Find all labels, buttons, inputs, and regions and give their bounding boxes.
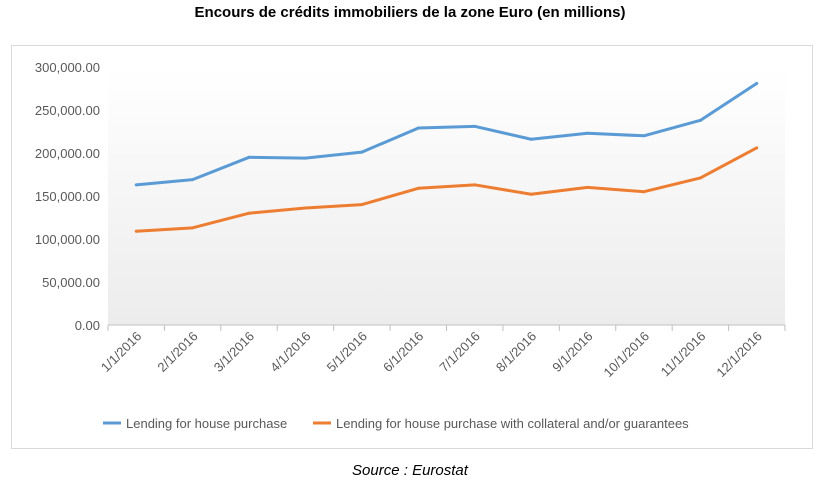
data-point <box>529 192 533 196</box>
y-tick-label: 100,000.00 <box>35 232 100 247</box>
y-tick-label: 250,000.00 <box>35 103 100 118</box>
data-point <box>473 183 477 187</box>
source-note: Source : Eurostat <box>352 462 468 479</box>
y-tick-label: 0.00 <box>75 318 100 333</box>
data-point <box>360 203 364 207</box>
x-tick-label: 7/1/2016 <box>436 329 482 375</box>
data-point <box>586 185 590 189</box>
legend-label: Lending for house purchase <box>126 416 287 431</box>
x-tick-label: 6/1/2016 <box>380 329 426 375</box>
series-line-0 <box>136 82 758 187</box>
x-tick-label: 9/1/2016 <box>549 329 595 375</box>
x-tick-label: 4/1/2016 <box>267 329 313 375</box>
x-tick-label: 12/1/2016 <box>713 329 765 381</box>
data-point <box>416 186 420 190</box>
x-tick-label: 11/1/2016 <box>658 329 709 380</box>
chart-area <box>11 45 813 449</box>
y-tick-label: 150,000.00 <box>35 189 100 204</box>
data-point <box>755 81 759 85</box>
data-point <box>473 124 477 128</box>
data-point <box>698 118 702 122</box>
legend-label: Lending for house purchase with collater… <box>336 416 689 431</box>
data-point <box>529 137 533 141</box>
data-point <box>642 190 646 194</box>
data-point <box>642 134 646 138</box>
data-point <box>360 150 364 154</box>
data-point <box>698 176 702 180</box>
data-point <box>586 131 590 135</box>
data-point <box>247 211 251 215</box>
x-tick-label: 2/1/2016 <box>154 329 200 375</box>
data-point <box>134 229 138 233</box>
y-tick-label: 50,000.00 <box>42 275 100 290</box>
data-point <box>191 226 195 230</box>
data-point <box>247 155 251 159</box>
data-point <box>191 178 195 182</box>
data-point <box>303 206 307 210</box>
series-line-1 <box>136 146 758 233</box>
data-point <box>303 156 307 160</box>
x-tick-label: 5/1/2016 <box>324 329 370 375</box>
plot-background <box>108 67 785 325</box>
y-tick-label: 200,000.00 <box>35 146 100 161</box>
x-tick-label: 1/1/2016 <box>98 329 144 375</box>
y-tick-label: 300,000.00 <box>35 60 100 75</box>
x-tick-label: 3/1/2016 <box>211 329 257 375</box>
data-point <box>416 126 420 130</box>
data-point <box>755 146 759 150</box>
x-tick-label: 10/1/2016 <box>601 329 653 381</box>
chart-title: Encours de crédits immobiliers de la zon… <box>194 4 626 21</box>
x-tick-label: 8/1/2016 <box>493 329 539 375</box>
data-point <box>134 183 138 187</box>
